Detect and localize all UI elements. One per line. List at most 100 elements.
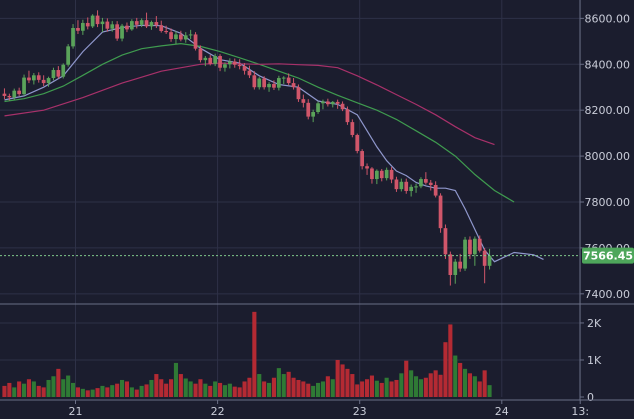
volume-bar xyxy=(428,373,433,397)
candle-body xyxy=(193,34,198,49)
volume-bar xyxy=(203,383,208,397)
candle-body xyxy=(404,181,409,191)
volume-bar xyxy=(217,382,223,397)
time-tick-label: 23 xyxy=(353,405,367,418)
candle-body xyxy=(178,34,183,40)
volume-bar xyxy=(56,368,61,397)
candle-body xyxy=(428,182,433,186)
candle-body xyxy=(448,254,453,275)
volume-bar xyxy=(409,370,414,397)
candle-body xyxy=(7,95,12,98)
candle-body xyxy=(365,166,369,169)
volume-bar xyxy=(418,379,424,397)
volume-bar xyxy=(227,383,232,397)
candle-body xyxy=(340,103,345,110)
candle-body xyxy=(105,21,110,29)
volume-bar xyxy=(139,385,144,397)
volume-bar xyxy=(276,368,281,397)
volume-bar xyxy=(105,387,110,397)
volume-bar xyxy=(364,379,370,397)
volume-bar xyxy=(335,359,340,397)
ma-slow-line xyxy=(4,62,495,146)
volume-bar xyxy=(21,383,27,397)
volume-bar xyxy=(340,364,345,397)
volume-bar xyxy=(95,388,100,397)
candle-body xyxy=(374,170,379,180)
price-tick-label: 7800.00 xyxy=(585,196,631,209)
volume-bar xyxy=(51,376,56,397)
volume-bar xyxy=(173,362,179,397)
time-tick-label: 22 xyxy=(211,405,225,418)
candle-body xyxy=(360,151,365,167)
candle-body xyxy=(110,24,115,29)
candle-body xyxy=(389,169,394,180)
volume-bar xyxy=(7,382,12,397)
candle-body xyxy=(51,70,56,79)
candle-body xyxy=(458,261,463,269)
volume-bar xyxy=(301,381,306,397)
candle-body xyxy=(247,70,252,76)
volume-bar xyxy=(296,379,301,397)
candle-body xyxy=(139,20,144,25)
candle-body xyxy=(2,93,7,96)
volume-bar xyxy=(482,370,487,397)
time-tick-label: 24 xyxy=(495,405,509,418)
volume-bar xyxy=(115,383,120,397)
volume-bar xyxy=(242,381,247,397)
candle-body xyxy=(71,28,75,47)
candle-body xyxy=(120,25,124,39)
time-tick-label: 21 xyxy=(69,405,83,418)
last-price-label[interactable]: 7566.45 xyxy=(583,250,633,263)
candle-body xyxy=(433,185,438,196)
candle-body xyxy=(468,239,472,255)
volume-bar xyxy=(80,388,85,397)
candle-body xyxy=(355,134,360,152)
volume-bar xyxy=(85,390,90,397)
candle-body xyxy=(80,22,85,31)
volume-bar xyxy=(193,383,198,397)
volume-bar xyxy=(266,382,272,397)
volume-bar xyxy=(291,377,296,397)
candle-body xyxy=(208,57,213,64)
candle-body xyxy=(22,77,26,95)
candle-body xyxy=(286,77,291,84)
volume-bar xyxy=(325,376,330,397)
price-tick-label: 7400.00 xyxy=(585,288,631,301)
volume-bar xyxy=(399,373,404,397)
last-price-marker[interactable]: 7566.45 xyxy=(0,247,634,264)
volume-bar xyxy=(237,387,242,397)
last-price-badge[interactable] xyxy=(582,247,634,264)
candle-body xyxy=(61,64,66,77)
volume-bar xyxy=(134,389,139,397)
candle-body xyxy=(325,101,330,105)
candle-body xyxy=(276,78,281,88)
candle-body xyxy=(291,83,296,88)
candle-body xyxy=(232,61,237,65)
volume-bar xyxy=(477,381,482,397)
candle-body xyxy=(100,21,105,25)
candle-body xyxy=(46,78,51,84)
candle-body xyxy=(477,238,482,251)
volume-bar xyxy=(31,381,36,397)
candle-body xyxy=(213,56,218,64)
candle-body xyxy=(159,25,164,31)
volume-bar xyxy=(330,379,335,397)
volume-bar xyxy=(168,379,174,397)
candle-body xyxy=(419,179,423,187)
volume-bar xyxy=(247,377,252,397)
volume-bar xyxy=(213,381,218,397)
volume-bar xyxy=(453,355,458,397)
volume-bar xyxy=(183,378,188,397)
volume-bar xyxy=(36,385,41,397)
volume-bar xyxy=(129,387,134,397)
candle-body xyxy=(154,22,159,26)
volume-bar xyxy=(360,381,365,397)
volume-bar xyxy=(124,381,130,397)
volume-bar xyxy=(257,374,262,397)
candle-body xyxy=(321,101,325,104)
candle-body xyxy=(316,103,320,113)
candle-body xyxy=(453,261,458,275)
volume-bar xyxy=(472,376,477,397)
